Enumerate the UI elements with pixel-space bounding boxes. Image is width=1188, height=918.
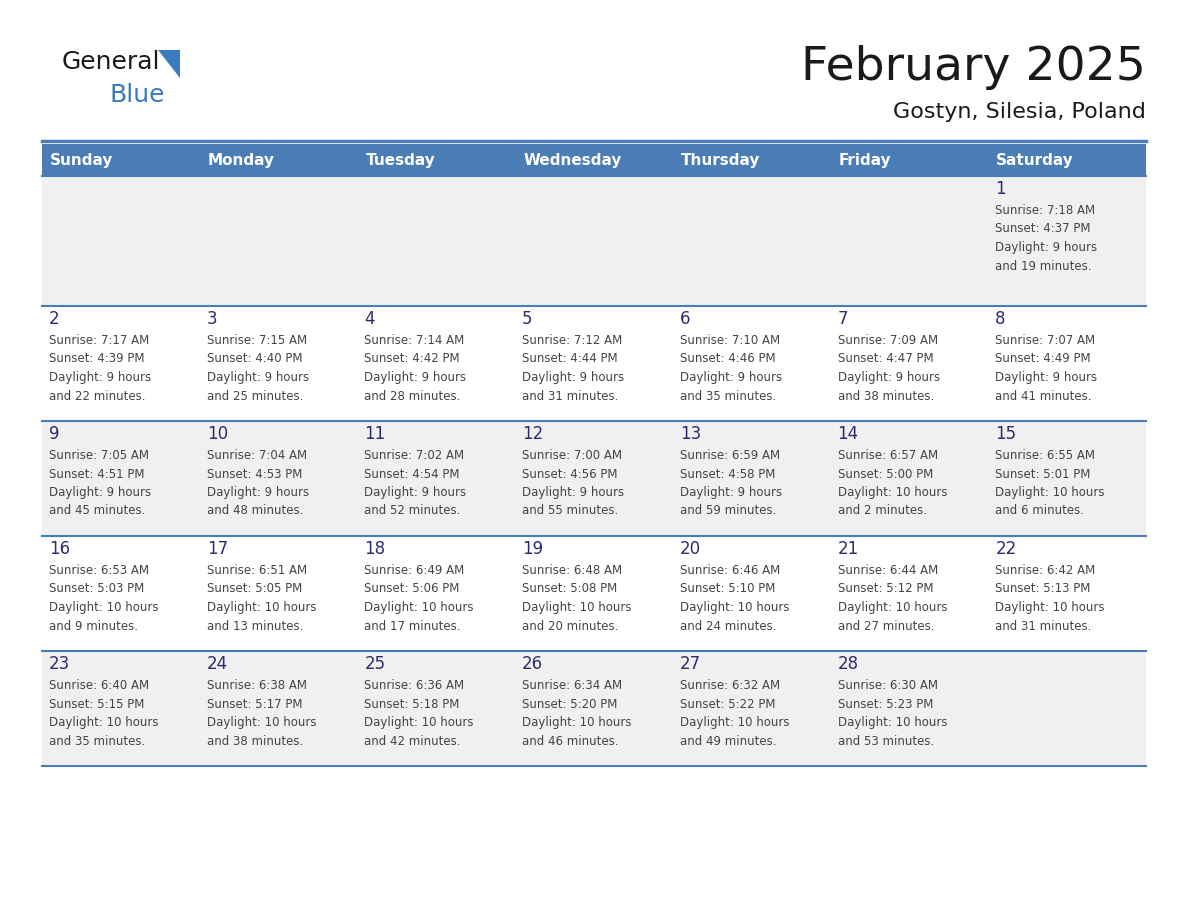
Text: Sunday: Sunday [50, 152, 113, 167]
Text: Sunrise: 6:51 AM
Sunset: 5:05 PM
Daylight: 10 hours
and 13 minutes.: Sunrise: 6:51 AM Sunset: 5:05 PM Dayligh… [207, 564, 316, 633]
Text: Sunrise: 7:18 AM
Sunset: 4:37 PM
Daylight: 9 hours
and 19 minutes.: Sunrise: 7:18 AM Sunset: 4:37 PM Dayligh… [996, 204, 1098, 273]
Text: 16: 16 [49, 540, 70, 558]
Bar [42, 306, 1146, 421]
Text: 18: 18 [365, 540, 386, 558]
Bar [42, 421, 1146, 536]
Text: Sunrise: 6:34 AM
Sunset: 5:20 PM
Daylight: 10 hours
and 46 minutes.: Sunrise: 6:34 AM Sunset: 5:20 PM Dayligh… [523, 679, 632, 747]
Text: 11: 11 [365, 425, 386, 443]
Text: Sunrise: 6:59 AM
Sunset: 4:58 PM
Daylight: 9 hours
and 59 minutes.: Sunrise: 6:59 AM Sunset: 4:58 PM Dayligh… [680, 449, 782, 518]
Text: 26: 26 [523, 655, 543, 673]
Bar [42, 144, 200, 176]
Text: Sunrise: 7:12 AM
Sunset: 4:44 PM
Daylight: 9 hours
and 31 minutes.: Sunrise: 7:12 AM Sunset: 4:44 PM Dayligh… [523, 334, 624, 402]
Text: Sunrise: 6:40 AM
Sunset: 5:15 PM
Daylight: 10 hours
and 35 minutes.: Sunrise: 6:40 AM Sunset: 5:15 PM Dayligh… [49, 679, 158, 747]
Text: 5: 5 [523, 310, 532, 328]
Text: 21: 21 [838, 540, 859, 558]
Text: Sunrise: 6:46 AM
Sunset: 5:10 PM
Daylight: 10 hours
and 24 minutes.: Sunrise: 6:46 AM Sunset: 5:10 PM Dayligh… [680, 564, 789, 633]
Polygon shape [158, 50, 181, 78]
Text: 8: 8 [996, 310, 1006, 328]
Text: Friday: Friday [839, 152, 891, 167]
Text: 17: 17 [207, 540, 228, 558]
Text: 13: 13 [680, 425, 701, 443]
Text: Saturday: Saturday [997, 152, 1074, 167]
Text: Sunrise: 6:42 AM
Sunset: 5:13 PM
Daylight: 10 hours
and 31 minutes.: Sunrise: 6:42 AM Sunset: 5:13 PM Dayligh… [996, 564, 1105, 633]
Text: Wednesday: Wednesday [523, 152, 621, 167]
Text: 12: 12 [523, 425, 543, 443]
Text: Sunrise: 6:44 AM
Sunset: 5:12 PM
Daylight: 10 hours
and 27 minutes.: Sunrise: 6:44 AM Sunset: 5:12 PM Dayligh… [838, 564, 947, 633]
Bar [42, 651, 1146, 766]
Bar [200, 144, 358, 176]
Text: Sunrise: 7:14 AM
Sunset: 4:42 PM
Daylight: 9 hours
and 28 minutes.: Sunrise: 7:14 AM Sunset: 4:42 PM Dayligh… [365, 334, 467, 402]
Text: 19: 19 [523, 540, 543, 558]
Text: Sunrise: 7:00 AM
Sunset: 4:56 PM
Daylight: 9 hours
and 55 minutes.: Sunrise: 7:00 AM Sunset: 4:56 PM Dayligh… [523, 449, 624, 518]
Text: Sunrise: 6:48 AM
Sunset: 5:08 PM
Daylight: 10 hours
and 20 minutes.: Sunrise: 6:48 AM Sunset: 5:08 PM Dayligh… [523, 564, 632, 633]
Text: February 2025: February 2025 [801, 46, 1146, 91]
Bar [42, 176, 1146, 306]
Text: 10: 10 [207, 425, 228, 443]
Bar [830, 144, 988, 176]
Text: 2: 2 [49, 310, 59, 328]
Text: 7: 7 [838, 310, 848, 328]
Text: Sunrise: 6:57 AM
Sunset: 5:00 PM
Daylight: 10 hours
and 2 minutes.: Sunrise: 6:57 AM Sunset: 5:00 PM Dayligh… [838, 449, 947, 518]
Text: Sunrise: 7:04 AM
Sunset: 4:53 PM
Daylight: 9 hours
and 48 minutes.: Sunrise: 7:04 AM Sunset: 4:53 PM Dayligh… [207, 449, 309, 518]
Text: Sunrise: 7:15 AM
Sunset: 4:40 PM
Daylight: 9 hours
and 25 minutes.: Sunrise: 7:15 AM Sunset: 4:40 PM Dayligh… [207, 334, 309, 402]
Text: Monday: Monday [208, 152, 274, 167]
Bar [988, 144, 1146, 176]
Text: Sunrise: 7:09 AM
Sunset: 4:47 PM
Daylight: 9 hours
and 38 minutes.: Sunrise: 7:09 AM Sunset: 4:47 PM Dayligh… [838, 334, 940, 402]
Text: 4: 4 [365, 310, 375, 328]
Text: Sunrise: 7:10 AM
Sunset: 4:46 PM
Daylight: 9 hours
and 35 minutes.: Sunrise: 7:10 AM Sunset: 4:46 PM Dayligh… [680, 334, 782, 402]
Text: 22: 22 [996, 540, 1017, 558]
Text: Sunrise: 6:36 AM
Sunset: 5:18 PM
Daylight: 10 hours
and 42 minutes.: Sunrise: 6:36 AM Sunset: 5:18 PM Dayligh… [365, 679, 474, 747]
Text: Blue: Blue [110, 83, 165, 107]
Text: 25: 25 [365, 655, 386, 673]
Text: Sunrise: 6:55 AM
Sunset: 5:01 PM
Daylight: 10 hours
and 6 minutes.: Sunrise: 6:55 AM Sunset: 5:01 PM Dayligh… [996, 449, 1105, 518]
Text: Sunrise: 6:32 AM
Sunset: 5:22 PM
Daylight: 10 hours
and 49 minutes.: Sunrise: 6:32 AM Sunset: 5:22 PM Dayligh… [680, 679, 789, 747]
Text: Sunrise: 7:02 AM
Sunset: 4:54 PM
Daylight: 9 hours
and 52 minutes.: Sunrise: 7:02 AM Sunset: 4:54 PM Dayligh… [365, 449, 467, 518]
Text: 24: 24 [207, 655, 228, 673]
Text: General: General [62, 50, 160, 74]
Bar [516, 144, 672, 176]
Text: 1: 1 [996, 180, 1006, 198]
Bar [358, 144, 516, 176]
Text: Sunrise: 6:30 AM
Sunset: 5:23 PM
Daylight: 10 hours
and 53 minutes.: Sunrise: 6:30 AM Sunset: 5:23 PM Dayligh… [838, 679, 947, 747]
Text: 6: 6 [680, 310, 690, 328]
Text: 20: 20 [680, 540, 701, 558]
Text: Gostyn, Silesia, Poland: Gostyn, Silesia, Poland [893, 102, 1146, 122]
Text: 15: 15 [996, 425, 1017, 443]
Text: 9: 9 [49, 425, 59, 443]
Text: 27: 27 [680, 655, 701, 673]
Text: Tuesday: Tuesday [366, 152, 435, 167]
Text: 23: 23 [49, 655, 70, 673]
Text: Sunrise: 6:53 AM
Sunset: 5:03 PM
Daylight: 10 hours
and 9 minutes.: Sunrise: 6:53 AM Sunset: 5:03 PM Dayligh… [49, 564, 158, 633]
Text: Sunrise: 7:17 AM
Sunset: 4:39 PM
Daylight: 9 hours
and 22 minutes.: Sunrise: 7:17 AM Sunset: 4:39 PM Dayligh… [49, 334, 151, 402]
Text: Sunrise: 7:05 AM
Sunset: 4:51 PM
Daylight: 9 hours
and 45 minutes.: Sunrise: 7:05 AM Sunset: 4:51 PM Dayligh… [49, 449, 151, 518]
Bar [42, 536, 1146, 651]
Text: 3: 3 [207, 310, 217, 328]
Text: 14: 14 [838, 425, 859, 443]
Text: Thursday: Thursday [681, 152, 760, 167]
Text: Sunrise: 7:07 AM
Sunset: 4:49 PM
Daylight: 9 hours
and 41 minutes.: Sunrise: 7:07 AM Sunset: 4:49 PM Dayligh… [996, 334, 1098, 402]
Text: Sunrise: 6:38 AM
Sunset: 5:17 PM
Daylight: 10 hours
and 38 minutes.: Sunrise: 6:38 AM Sunset: 5:17 PM Dayligh… [207, 679, 316, 747]
Text: 28: 28 [838, 655, 859, 673]
Bar [672, 144, 830, 176]
Text: Sunrise: 6:49 AM
Sunset: 5:06 PM
Daylight: 10 hours
and 17 minutes.: Sunrise: 6:49 AM Sunset: 5:06 PM Dayligh… [365, 564, 474, 633]
